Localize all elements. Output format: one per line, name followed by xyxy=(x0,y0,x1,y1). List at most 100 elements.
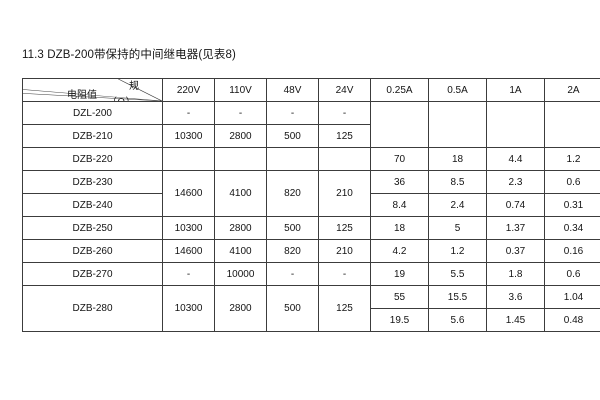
cell-cur-0_5a: 5 xyxy=(428,216,487,240)
cell-cur-2a-blank xyxy=(544,101,600,148)
header-corner-cell: 电阻值 （Ω） 规 格 型号 xyxy=(22,78,163,102)
row-model-dzb-270: DZB-270 xyxy=(22,262,163,286)
row-model-dzl-200: DZL-200 xyxy=(22,101,163,125)
cell-cur-1a: 1.8 xyxy=(486,262,545,286)
spec-table-container: 电阻值 （Ω） 规 格 型号 220V 110V 48V 24V 0.25A 0… xyxy=(22,78,600,332)
cell-res-24v: 125 xyxy=(318,285,371,332)
cell-res-48v: 820 xyxy=(266,170,319,217)
table-row: 19.5 5.6 1.45 0.48 0.14 0.06 xyxy=(23,308,600,332)
cell-cur-0_5a: 5.6 xyxy=(428,308,487,332)
cell-cur-2a: 0.6 xyxy=(544,170,600,194)
cell-res-220v xyxy=(162,147,215,171)
cell-res-220v: - xyxy=(162,262,215,286)
cell-res-24v: 210 xyxy=(318,239,371,263)
cell-cur-1a: 3.6 xyxy=(486,285,545,309)
header-current-1a: 1A xyxy=(486,78,545,102)
cell-cur-0_5a: 15.5 xyxy=(428,285,487,309)
cell-cur-0_5a: 18 xyxy=(428,147,487,171)
cell-res-110v: 2800 xyxy=(214,285,267,332)
table-row: DZB-220 70 18 4.4 1.2 0.41 0.22 xyxy=(22,147,600,171)
header-current-0_25a: 0.25A xyxy=(370,78,429,102)
cell-cur-0_5a: 2.4 xyxy=(428,193,487,217)
cell-cur-0_25a: 55 xyxy=(370,285,429,309)
cell-res-220v: 10300 xyxy=(162,216,215,240)
header-current-0_5a: 0.5A xyxy=(428,78,487,102)
cell-res-110v: 2800 xyxy=(214,216,267,240)
cell-cur-2a: 0.34 xyxy=(544,216,600,240)
corner-resistance-label: 电阻值 xyxy=(67,90,97,101)
cell-cur-0_25a: 70 xyxy=(370,147,429,171)
row-model-dzb-250: DZB-250 xyxy=(22,216,163,240)
cell-res-48v: 500 xyxy=(266,124,319,148)
corner-spec-label-1: 规 xyxy=(129,81,139,92)
row-model-dzb-230: DZB-230 xyxy=(22,170,163,194)
table-row: DZL-200 - - - - xyxy=(22,101,600,148)
cell-res-24v xyxy=(318,147,371,171)
cell-cur-0_5a: 5.5 xyxy=(428,262,487,286)
cell-res-48v: 820 xyxy=(266,239,319,263)
cell-res-24v: - xyxy=(318,101,371,125)
cell-res-110v: 10000 xyxy=(214,262,267,286)
cell-cur-1a: 1.37 xyxy=(486,216,545,240)
relay-spec-table: 电阻值 （Ω） 规 格 型号 220V 110V 48V 24V 0.25A 0… xyxy=(22,78,600,332)
cell-res-48v: 500 xyxy=(266,285,319,332)
row-model-dzb-280: DZB-280 xyxy=(22,285,163,332)
cell-cur-1a: 2.3 xyxy=(486,170,545,194)
cell-cur-0_25a-blank xyxy=(370,101,429,148)
cell-cur-2a: 0.31 xyxy=(544,193,600,217)
header-current-2a: 2A xyxy=(544,78,600,102)
corner-unit-label: （Ω） xyxy=(107,98,136,101)
cell-res-220v: 10300 xyxy=(162,285,215,332)
cell-res-24v: 125 xyxy=(318,216,371,240)
cell-res-220v: 14600 xyxy=(162,170,215,217)
header-voltage-48v: 48V xyxy=(266,78,319,102)
cell-cur-0_25a: 19.5 xyxy=(370,308,429,332)
cell-cur-1a-blank xyxy=(486,101,545,148)
cell-res-110v: 4100 xyxy=(214,170,267,217)
cell-cur-1a: 0.74 xyxy=(486,193,545,217)
row-model-dzb-260: DZB-260 xyxy=(22,239,163,263)
table-row: DZB-210 10300 2800 500 125 xyxy=(22,124,600,148)
cell-cur-0_25a: 4.2 xyxy=(370,239,429,263)
table-row: DZB-260 14600 4100 820 210 4.2 1.2 0.37 … xyxy=(22,239,600,263)
cell-res-48v: 500 xyxy=(266,216,319,240)
row-model-dzb-210: DZB-210 xyxy=(22,124,163,148)
cell-res-48v: - xyxy=(266,262,319,286)
row-model-dzb-220: DZB-220 xyxy=(22,147,163,171)
table-header-row: 电阻值 （Ω） 规 格 型号 220V 110V 48V 24V 0.25A 0… xyxy=(22,78,600,102)
table-row: DZB-230 14600 4100 820 210 36 8.5 2.3 0.… xyxy=(22,170,600,217)
cell-cur-2a: 0.48 xyxy=(544,308,600,332)
cell-cur-0_25a: 18 xyxy=(370,216,429,240)
cell-res-110v: - xyxy=(214,101,267,125)
cell-res-110v: 4100 xyxy=(214,239,267,263)
cell-cur-0_25a: 19 xyxy=(370,262,429,286)
cell-res-110v xyxy=(214,147,267,171)
table-row: DZB-280 10300 2800 500 125 55 15.5 3.6 1… xyxy=(22,285,600,332)
cell-res-110v: 2800 xyxy=(214,124,267,148)
cell-cur-2a: 0.16 xyxy=(544,239,600,263)
cell-res-48v: - xyxy=(266,101,319,125)
cell-res-48v xyxy=(266,147,319,171)
table-row: DZB-250 10300 2800 500 125 18 5 1.37 0.3… xyxy=(22,216,600,240)
cell-cur-0_5a-blank xyxy=(428,101,487,148)
header-voltage-220v: 220V xyxy=(162,78,215,102)
cell-res-24v: 125 xyxy=(318,124,371,148)
cell-res-24v: 210 xyxy=(318,170,371,217)
cell-cur-0_5a: 8.5 xyxy=(428,170,487,194)
cell-cur-1a: 0.37 xyxy=(486,239,545,263)
cell-res-220v: 10300 xyxy=(162,124,215,148)
corner-diagonal-lines xyxy=(23,79,162,101)
cell-cur-2a: 1.2 xyxy=(544,147,600,171)
table-row: DZB-270 - 10000 - - 19 5.5 1.8 0.6 0.38 … xyxy=(22,262,600,286)
cell-res-220v: - xyxy=(162,101,215,125)
cell-cur-0_5a: 1.2 xyxy=(428,239,487,263)
cell-cur-1a: 1.45 xyxy=(486,308,545,332)
page-title: 11.3 DZB-200带保持的中间继电器(见表8) xyxy=(22,49,236,61)
cell-cur-2a: 1.04 xyxy=(544,285,600,309)
cell-cur-1a: 4.4 xyxy=(486,147,545,171)
header-voltage-110v: 110V xyxy=(214,78,267,102)
cell-cur-0_25a: 8.4 xyxy=(370,193,429,217)
header-voltage-24v: 24V xyxy=(318,78,371,102)
cell-cur-0_25a: 36 xyxy=(370,170,429,194)
